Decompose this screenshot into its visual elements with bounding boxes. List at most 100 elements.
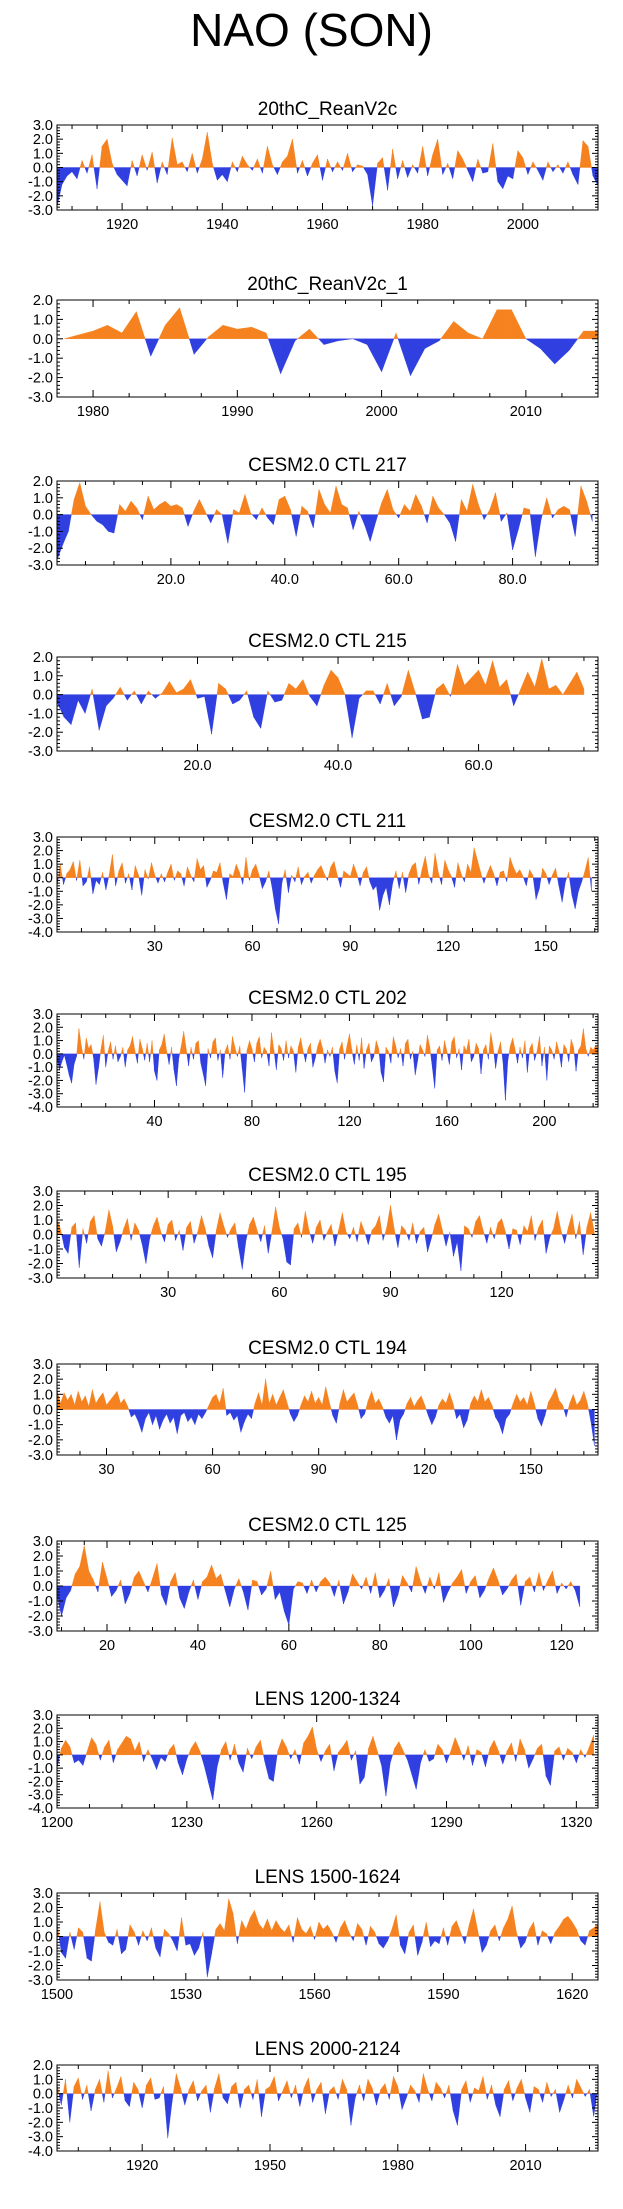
negative-area [296, 1754, 300, 1765]
positive-area [346, 2089, 348, 2094]
y-tick-label: 0.0 [33, 1930, 53, 1946]
negative-area [502, 1409, 507, 1434]
positive-area [418, 146, 423, 168]
positive-area [466, 484, 473, 515]
negative-area [479, 1585, 485, 1599]
positive-area [207, 132, 213, 168]
positive-area [58, 864, 61, 878]
positive-area [524, 1749, 526, 1756]
negative-area [332, 1409, 337, 1424]
positive-area [516, 1230, 518, 1235]
positive-area [384, 2083, 388, 2094]
negative-area [299, 2093, 304, 2107]
positive-area [586, 2088, 590, 2094]
negative-area [350, 1936, 354, 1941]
positive-area [346, 1740, 351, 1756]
negative-area [411, 1754, 417, 1790]
positive-area [117, 1742, 123, 1756]
positive-area [566, 1227, 569, 1235]
positive-area [415, 494, 422, 515]
positive-area [558, 1746, 562, 1756]
positive-area [79, 160, 83, 168]
x-tick-label: 1200 [41, 1815, 73, 1831]
positive-area [60, 864, 63, 878]
positive-area [424, 1749, 428, 1756]
panel-11: LENS 1500-16243.02.01.00.0-1.0-2.0-3.015… [28, 1867, 599, 2003]
negative-area [267, 338, 281, 374]
negative-area [176, 1754, 179, 1763]
positive-area [298, 1037, 301, 1055]
positive-area [121, 1228, 124, 1235]
negative-area [496, 877, 500, 886]
negative-area [183, 877, 186, 886]
negative-area [125, 1936, 129, 1950]
positive-area [115, 686, 121, 695]
positive-area [245, 1917, 251, 1937]
positive-area [468, 1228, 472, 1235]
positive-area [536, 1227, 539, 1235]
positive-area [293, 1222, 299, 1235]
positive-area [134, 1222, 139, 1235]
negative-area [121, 1585, 126, 1605]
positive-area [175, 1572, 178, 1587]
negative-area [398, 877, 402, 889]
positive-area [215, 1037, 218, 1055]
positive-area [529, 509, 531, 515]
y-tick-label: -3.0 [28, 203, 53, 219]
positive-area [316, 1219, 321, 1235]
positive-area [473, 1908, 478, 1937]
positive-area [88, 154, 93, 168]
positive-area [65, 1739, 71, 1756]
negative-area [331, 1754, 335, 1771]
negative-area [291, 2093, 293, 2099]
negative-area [82, 877, 87, 887]
positive-area [293, 1917, 298, 1937]
positive-area [460, 873, 464, 878]
positive-area [143, 496, 149, 515]
negative-area [63, 877, 66, 885]
negative-area [145, 1409, 150, 1420]
positive-area [167, 1219, 173, 1235]
positive-area [523, 507, 530, 515]
positive-area [262, 1225, 265, 1235]
positive-area [545, 1579, 549, 1587]
negative-area [507, 1053, 510, 1061]
positive-area [325, 1743, 330, 1756]
positive-area [327, 866, 331, 878]
positive-area [307, 1043, 311, 1055]
positive-area [188, 1748, 192, 1756]
positive-area [76, 1927, 79, 1937]
positive-area [288, 1924, 292, 1937]
positive-area [153, 1217, 158, 1235]
negative-area [513, 1754, 516, 1762]
negative-area [424, 1234, 428, 1252]
positive-area [484, 1396, 489, 1410]
positive-area [284, 869, 287, 878]
negative-area [370, 514, 377, 542]
negative-area [382, 1234, 385, 1241]
positive-area [294, 1580, 299, 1587]
negative-area [129, 1585, 133, 1594]
positive-area [425, 1035, 428, 1055]
positive-area [275, 1206, 280, 1235]
negative-area [333, 1936, 337, 1943]
positive-area [301, 1928, 307, 1937]
negative-area [472, 167, 477, 182]
positive-area [149, 1578, 153, 1587]
negative-area [552, 1053, 555, 1060]
negative-area [526, 877, 529, 886]
negative-area [162, 877, 165, 882]
negative-area [76, 167, 81, 179]
positive-area [303, 2077, 309, 2094]
positive-area [291, 874, 294, 878]
negative-area [394, 694, 402, 707]
negative-area [389, 1585, 394, 1608]
y-tick-label: -2.0 [28, 189, 53, 205]
negative-area [65, 1585, 71, 1599]
positive-area [400, 160, 403, 168]
negative-area [445, 1936, 448, 1946]
positive-area [522, 1040, 526, 1055]
positive-area [101, 138, 108, 168]
negative-area [275, 877, 279, 924]
positive-area [438, 1214, 443, 1235]
